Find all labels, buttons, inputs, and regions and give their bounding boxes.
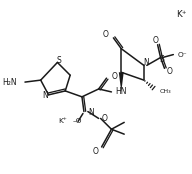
Text: N: N xyxy=(143,58,149,67)
Text: –O: –O xyxy=(73,118,83,124)
Text: K⁺: K⁺ xyxy=(176,10,186,19)
Text: K⁺: K⁺ xyxy=(58,118,67,124)
Text: H₂N: H₂N xyxy=(2,78,17,87)
Text: O: O xyxy=(111,72,117,81)
Text: S: S xyxy=(159,55,164,64)
Text: CH₃: CH₃ xyxy=(160,89,171,94)
Text: O: O xyxy=(93,147,99,156)
Text: N: N xyxy=(43,91,49,100)
Text: O⁻: O⁻ xyxy=(177,52,187,58)
Text: O: O xyxy=(103,30,108,39)
Text: O: O xyxy=(102,114,108,123)
Text: S: S xyxy=(57,56,62,65)
Text: N: N xyxy=(88,108,94,117)
Polygon shape xyxy=(119,72,124,92)
Text: HN: HN xyxy=(115,87,127,96)
Text: O: O xyxy=(153,36,159,45)
Text: O: O xyxy=(166,67,172,76)
